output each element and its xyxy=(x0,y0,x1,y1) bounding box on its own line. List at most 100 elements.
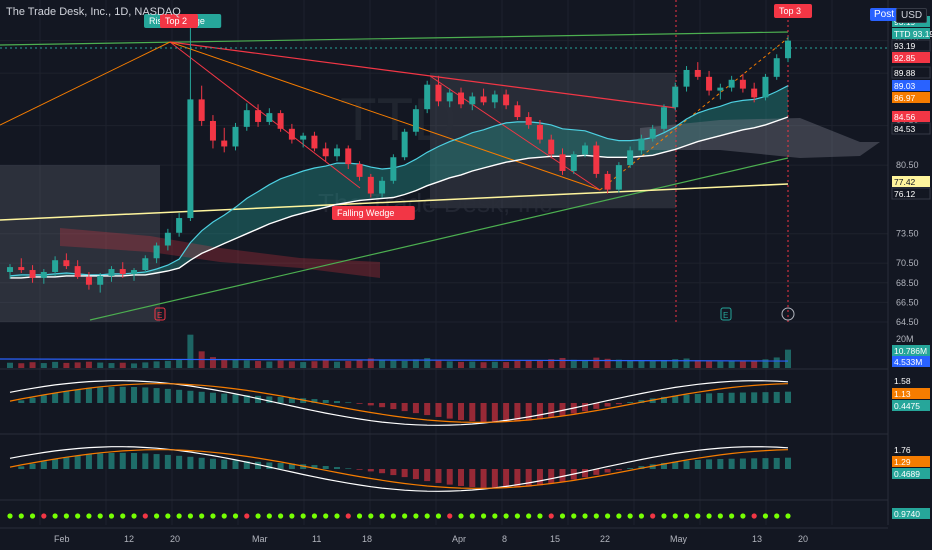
macd2-histogram-bar xyxy=(277,463,284,469)
price-label: 76.12 xyxy=(894,189,916,199)
macd2-histogram-bar xyxy=(491,469,498,489)
price-label-bg xyxy=(892,28,930,39)
oscillator-dot xyxy=(480,513,487,519)
oscillator-dot xyxy=(63,513,69,519)
volume-ma-label: 4.533M xyxy=(894,357,922,367)
cloud-red xyxy=(60,228,380,278)
volume-bar xyxy=(209,357,216,368)
macd1-histogram-bar xyxy=(435,403,442,417)
candle-body xyxy=(379,180,386,194)
volume-bar xyxy=(119,362,126,368)
macd1-macd-line xyxy=(9,380,789,426)
earnings-marker-icon xyxy=(720,307,732,321)
y-tick-label: 66.50 xyxy=(896,297,919,307)
macd1-histogram-bar xyxy=(660,396,667,403)
macd1-histogram-bar xyxy=(683,394,690,403)
x-tick-label: Mar xyxy=(252,534,268,544)
macd1-histogram-bar xyxy=(52,393,59,403)
candle-body xyxy=(683,69,690,87)
macd2-histogram-bar xyxy=(615,469,622,471)
oscillator-dot xyxy=(311,513,318,519)
macd2-histogram-bar xyxy=(694,459,701,469)
volume-bar xyxy=(785,349,791,368)
macd1-histogram-bar xyxy=(164,388,171,403)
macd2-histogram-bar xyxy=(266,462,273,469)
macd1-histogram-bar xyxy=(277,397,284,403)
fib-fan-line xyxy=(169,41,361,189)
volume-bar xyxy=(311,361,318,368)
candle-body xyxy=(390,157,397,181)
volume-bar xyxy=(604,358,611,368)
oscillator-dot xyxy=(345,513,351,519)
candle-body xyxy=(706,76,713,91)
ema-slow-line xyxy=(10,116,789,279)
macd2-histogram-bar xyxy=(503,469,510,489)
macd2-histogram-bar xyxy=(593,469,600,475)
macd1-histogram-bar xyxy=(74,389,81,403)
ma-line-long xyxy=(0,183,789,221)
oscillator-dot xyxy=(86,513,92,519)
volume-bar xyxy=(401,360,408,368)
cloud-grey xyxy=(640,118,880,158)
macd1-histogram-bar xyxy=(751,392,758,403)
volume-bar xyxy=(683,358,690,368)
price-label-bg xyxy=(892,176,930,187)
macd2-histogram-bar xyxy=(333,467,340,469)
ema-fast-line xyxy=(9,85,789,277)
oscillator-dot xyxy=(199,513,205,519)
oscillator-dot xyxy=(717,513,723,519)
macd1-histogram-bar xyxy=(333,401,340,403)
macd1-histogram-bar xyxy=(379,403,386,408)
earnings-marker-label: E xyxy=(157,311,162,320)
macd1-histogram-bar xyxy=(232,394,239,403)
currency-button[interactable]: USD xyxy=(896,8,928,23)
macd2-histogram-bar xyxy=(412,469,419,480)
macd1-line-label: 1.58 xyxy=(894,376,911,386)
volume-bar xyxy=(570,359,577,368)
candle-body xyxy=(187,99,194,219)
macd2-histogram-bar xyxy=(119,452,126,469)
volume-bar xyxy=(29,362,36,368)
volume-bar xyxy=(536,360,543,368)
macd2-histogram-bar xyxy=(458,469,465,487)
macd1-histogram-bar xyxy=(40,395,47,403)
macd2-hist-label-bg xyxy=(892,468,930,479)
macd2-histogram-bar xyxy=(164,454,171,469)
oscillator-dot xyxy=(153,513,160,519)
post-button[interactable]: Post xyxy=(870,8,899,21)
macd2-histogram-bar xyxy=(604,469,611,473)
volume-bar xyxy=(728,360,735,368)
volume-value-label-bg xyxy=(892,345,930,356)
macd2-histogram-bar xyxy=(29,463,36,469)
volume-bar xyxy=(412,359,419,368)
volume-bar xyxy=(52,361,59,368)
macd2-histogram-bar xyxy=(514,469,521,488)
macd1-histogram-bar xyxy=(367,403,374,406)
candle-body xyxy=(536,124,543,140)
volume-bar xyxy=(593,357,600,368)
oscillator-dot xyxy=(424,513,430,519)
volume-bar xyxy=(97,362,104,368)
candle-body xyxy=(322,148,329,157)
macd1-histogram-bar xyxy=(390,403,397,410)
macd1-histogram-bar xyxy=(469,403,476,422)
volume-bar xyxy=(18,363,25,368)
oscillator-dot xyxy=(29,513,36,519)
macd1-histogram-bar xyxy=(785,391,791,403)
volume-bar xyxy=(559,357,566,368)
volume-bar xyxy=(300,362,307,368)
macd1-histogram-bar xyxy=(18,400,25,403)
macd1-histogram-bar xyxy=(728,392,735,403)
volume-bar xyxy=(660,360,667,368)
macd1-histogram-bar xyxy=(401,403,408,412)
x-tick-label: May xyxy=(670,534,688,544)
oscillator-dot xyxy=(571,513,577,519)
macd1-histogram-bar xyxy=(739,392,746,403)
macd1-histogram-bar xyxy=(706,393,713,403)
candle-body xyxy=(18,267,25,271)
oscillator-value-label: 0.9740 xyxy=(894,509,920,519)
oscillator-dot xyxy=(604,513,611,519)
macd1-histogram-bar xyxy=(458,403,465,421)
